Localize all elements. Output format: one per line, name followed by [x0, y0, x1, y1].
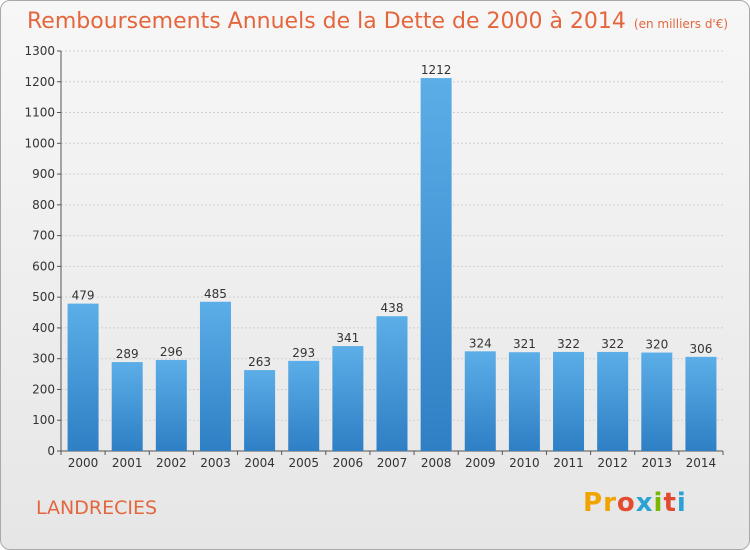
bar-2010[interactable]: [508, 352, 540, 451]
x-tick-label: 2000: [68, 456, 99, 470]
bars: [67, 78, 717, 452]
x-tick-label: 2006: [333, 456, 364, 470]
bar-2000[interactable]: [67, 303, 99, 451]
x-tick-label: 2013: [642, 456, 673, 470]
bar-2007[interactable]: [376, 316, 408, 451]
data-label-2012: 322: [601, 337, 624, 351]
data-label-2010: 321: [513, 337, 536, 351]
data-label-2003: 485: [204, 287, 227, 301]
x-tick-label: 2005: [288, 456, 319, 470]
bar-2006[interactable]: [332, 346, 364, 451]
bar-2004[interactable]: [244, 370, 276, 451]
data-label-2007: 438: [381, 301, 404, 315]
data-label-2002: 296: [160, 345, 183, 359]
bar-2008[interactable]: [420, 78, 452, 452]
bar-2001[interactable]: [111, 362, 143, 451]
chart-title-text: Remboursements Annuels de la Dette de 20…: [27, 9, 626, 34]
data-label-2008: 1212: [421, 63, 452, 77]
x-tick-label: 2011: [553, 456, 584, 470]
bar-2012[interactable]: [597, 351, 629, 451]
logo-letter: x: [635, 488, 654, 518]
proxiti-logo[interactable]: Proxiti: [583, 488, 687, 518]
x-tick-label: 2009: [465, 456, 496, 470]
chart-title: Remboursements Annuels de la Dette de 20…: [27, 9, 728, 34]
logo-letter: i: [676, 488, 687, 518]
logo-letter: i: [653, 488, 664, 518]
data-labels: 479 289 296 485 263 293 341 438 1212 324 321 322 322…: [72, 63, 713, 369]
x-tick-label: 2012: [597, 456, 628, 470]
data-label-2001: 289: [116, 347, 139, 361]
y-tick-label: 100: [32, 413, 55, 427]
bar-2009[interactable]: [464, 351, 496, 451]
y-tick-label: 900: [32, 167, 55, 181]
y-tick-label: 0: [47, 444, 55, 458]
data-label-2011: 322: [557, 337, 580, 351]
logo-letter: o: [616, 488, 636, 518]
data-label-2009: 324: [469, 336, 492, 350]
bar-2002[interactable]: [155, 359, 187, 451]
y-tick-label: 800: [32, 198, 55, 212]
x-tick-label: 2007: [377, 456, 408, 470]
x-tick-label: 2001: [112, 456, 143, 470]
y-tick-label: 1000: [24, 136, 55, 150]
bar-2013[interactable]: [641, 352, 673, 451]
x-tick-label: 2010: [509, 456, 540, 470]
data-label-2000: 479: [72, 289, 95, 303]
y-tick-label: 600: [32, 259, 55, 273]
y-tick-label: 400: [32, 321, 55, 335]
x-tick-label: 2003: [200, 456, 231, 470]
y-tick-label: 300: [32, 352, 55, 366]
logo-letter: r: [603, 488, 617, 518]
chart-subtitle: (en milliers d'€): [633, 17, 729, 31]
data-label-2014: 306: [689, 342, 712, 356]
bar-2014[interactable]: [685, 356, 717, 451]
bar-2005[interactable]: [288, 360, 320, 451]
y-tick-label: 200: [32, 382, 55, 396]
y-tick-label: 1300: [24, 44, 55, 58]
place-name: LANDRECIES: [36, 497, 158, 519]
x-tick-label: 2014: [686, 456, 717, 470]
data-label-2005: 293: [292, 346, 315, 360]
bar-2011[interactable]: [553, 351, 585, 451]
x-tick-label: 2004: [244, 456, 275, 470]
logo-letter: P: [583, 488, 604, 518]
x-tick-label: 2002: [156, 456, 187, 470]
x-tick-label: 2008: [421, 456, 452, 470]
data-label-2004: 263: [248, 355, 271, 369]
y-tick-label: 700: [32, 229, 55, 243]
y-tick-label: 1100: [24, 106, 55, 120]
bar-2003[interactable]: [199, 301, 231, 451]
data-label-2006: 341: [336, 331, 359, 345]
axes: 0 100 200 300 400 500 600 700 800 900 1000 1100 1200…: [24, 44, 724, 470]
data-label-2013: 320: [645, 338, 668, 352]
y-tick-label: 500: [32, 290, 55, 304]
y-tick-label: 1200: [24, 75, 55, 89]
logo-letter: t: [663, 488, 677, 518]
